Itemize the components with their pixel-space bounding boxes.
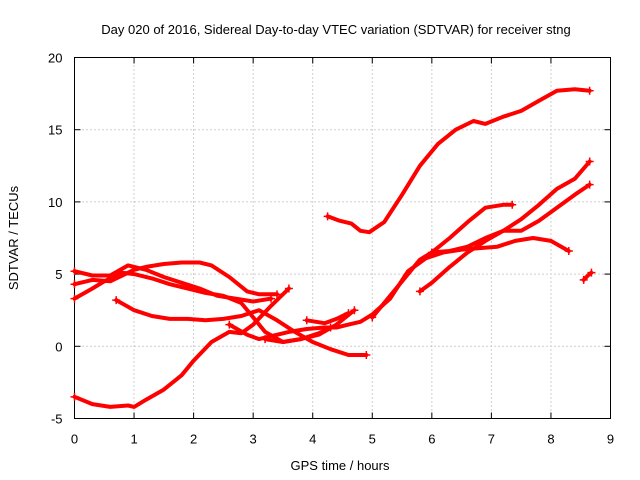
- series-line-arc-10: [370, 202, 515, 320]
- series-point-marker: [70, 280, 79, 289]
- x-tick-label: 8: [547, 432, 554, 447]
- grid: [74, 57, 611, 419]
- series-point-marker: [427, 248, 436, 257]
- series-point-marker: [350, 306, 359, 315]
- series-point-marker: [302, 316, 311, 325]
- x-tick-label: 5: [369, 432, 376, 447]
- series-point-marker: [261, 335, 270, 344]
- series-point-marker: [272, 290, 281, 299]
- x-tick-label: 9: [607, 432, 614, 447]
- series-point-marker: [579, 275, 588, 284]
- series-line-arc-2: [72, 260, 279, 297]
- y-tick-label: 20: [48, 51, 62, 66]
- y-tick-label: 10: [48, 195, 62, 210]
- series-line-arc-1: [72, 286, 291, 409]
- y-tick-label: 15: [48, 123, 62, 138]
- series-point-marker: [585, 180, 594, 189]
- series-line-arc-12: [429, 182, 592, 255]
- series-point-marker: [564, 246, 573, 255]
- series-point-marker: [415, 287, 424, 296]
- series-point-marker: [585, 86, 594, 95]
- series-line-arc-13: [581, 270, 594, 282]
- series-point-marker: [508, 200, 517, 209]
- x-axis-label: GPS time / hours: [291, 458, 390, 473]
- series-point-marker: [344, 309, 353, 318]
- series-line-arc-4: [72, 270, 357, 344]
- series-point-marker: [326, 323, 335, 332]
- x-tick-label: 3: [250, 432, 257, 447]
- y-axis-label: SDTVAR / TECUs: [6, 185, 21, 290]
- x-tick-label: 6: [428, 432, 435, 447]
- series-point-marker: [70, 392, 79, 401]
- series-line-arc-11: [417, 159, 592, 294]
- series-point-marker: [70, 267, 79, 276]
- series-line-arc-5: [114, 298, 369, 357]
- y-tick-label: 0: [55, 339, 62, 354]
- series-point-marker: [368, 313, 377, 322]
- series-point-marker: [225, 320, 234, 329]
- x-tick-label: 2: [190, 432, 197, 447]
- series-point-marker: [284, 284, 293, 293]
- series-point-marker: [267, 294, 276, 303]
- series-line-arc-3: [72, 263, 273, 304]
- series-line-arc-8: [304, 311, 351, 326]
- series-line-arc-9: [325, 87, 592, 235]
- chart-title: Day 020 of 2016, Sidereal Day-to-day VTE…: [101, 22, 570, 37]
- series-point-marker: [362, 350, 371, 359]
- series-group: [70, 86, 596, 409]
- y-tick-label: 5: [55, 267, 62, 282]
- axis-ticks: 0 1 2 3 4 5 6 7 8 9 -5 0 5 10 15 20: [48, 51, 614, 447]
- series-point-marker: [323, 212, 332, 221]
- series-point-marker: [587, 268, 596, 277]
- plot-frame: [74, 57, 611, 419]
- x-tick-label: 7: [488, 432, 495, 447]
- x-tick-label: 0: [71, 432, 78, 447]
- x-tick-label: 1: [130, 432, 137, 447]
- x-tick-label: 4: [309, 432, 316, 447]
- series-point-marker: [585, 157, 594, 166]
- y-tick-label: -5: [51, 412, 63, 427]
- series-point-marker: [112, 296, 121, 305]
- series-line-arc-7: [263, 325, 333, 344]
- series-point-marker: [70, 294, 79, 303]
